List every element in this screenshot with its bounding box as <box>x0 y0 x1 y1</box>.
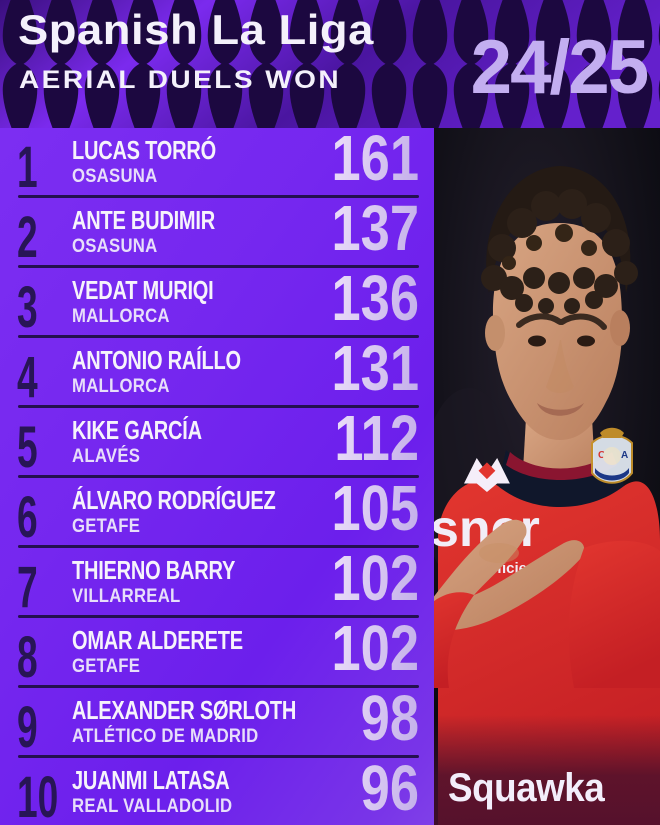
svg-text:A: A <box>621 450 628 461</box>
